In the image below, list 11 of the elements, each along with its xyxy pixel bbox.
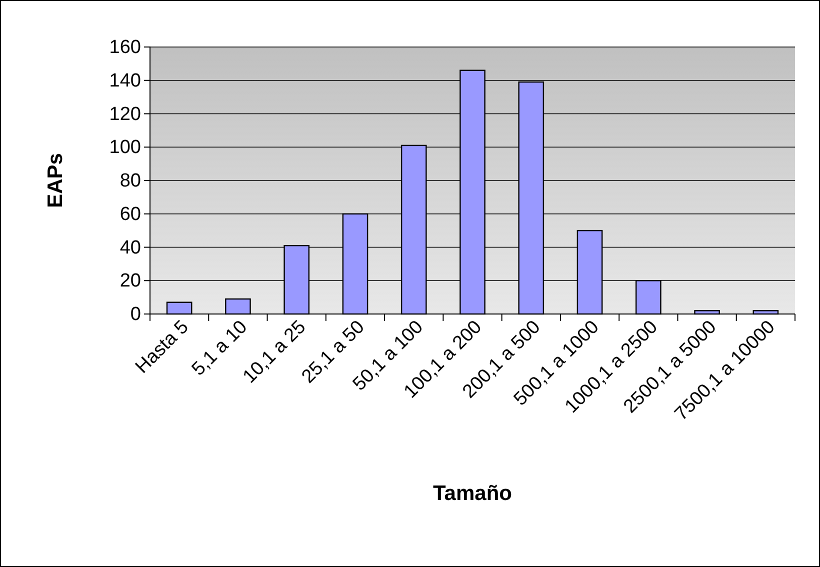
y-tick-label: 160 (109, 37, 141, 58)
y-axis-title: EAPs (44, 153, 67, 208)
y-tick-label: 20 (120, 270, 141, 292)
y-tick-label: 0 (130, 304, 141, 326)
x-axis-title: Tamaño (433, 482, 512, 505)
y-tick-label: 40 (120, 237, 141, 258)
y-tick-label: 140 (109, 70, 141, 92)
y-tick-label: 100 (109, 137, 141, 158)
y-tick-label: 80 (120, 170, 141, 192)
y-tick-label: 60 (120, 204, 141, 225)
y-tick-label: 120 (109, 104, 141, 125)
